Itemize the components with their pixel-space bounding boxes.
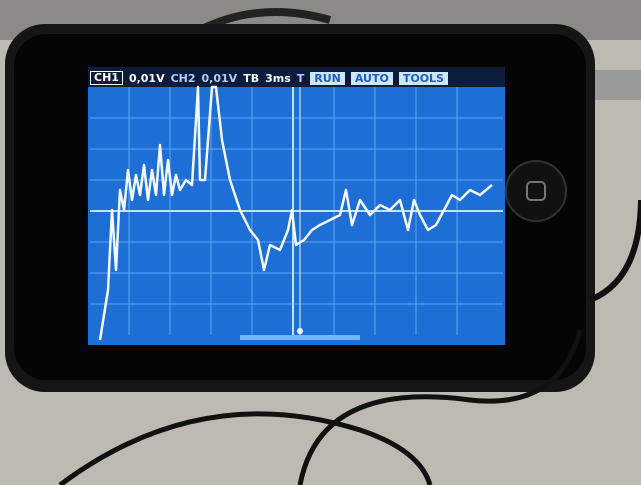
trigger-marker[interactable] bbox=[297, 328, 303, 334]
tb-label: TB bbox=[243, 72, 259, 85]
home-button[interactable] bbox=[506, 161, 566, 221]
status-bar-text: CH1 0,01V CH2 0,01V TB 3ms T RUN AUTO TO… bbox=[90, 70, 504, 86]
ch2-label[interactable]: CH2 bbox=[171, 72, 196, 85]
tools-button[interactable]: TOOLS bbox=[399, 72, 448, 85]
scene: CH1 0,01V CH2 0,01V TB 3ms T RUN AUTO TO… bbox=[0, 0, 641, 485]
ch1-scale: 0,01V bbox=[129, 72, 165, 85]
scroll-indicator bbox=[240, 335, 360, 340]
trigger-label[interactable]: T bbox=[297, 72, 305, 85]
run-button[interactable]: RUN bbox=[310, 72, 345, 85]
ch1-button[interactable]: CH1 bbox=[90, 71, 123, 85]
screen bbox=[88, 67, 505, 345]
ch2-scale: 0,01V bbox=[202, 72, 238, 85]
tb-value: 3ms bbox=[265, 72, 291, 85]
connector bbox=[590, 70, 641, 100]
auto-button[interactable]: AUTO bbox=[351, 72, 393, 85]
